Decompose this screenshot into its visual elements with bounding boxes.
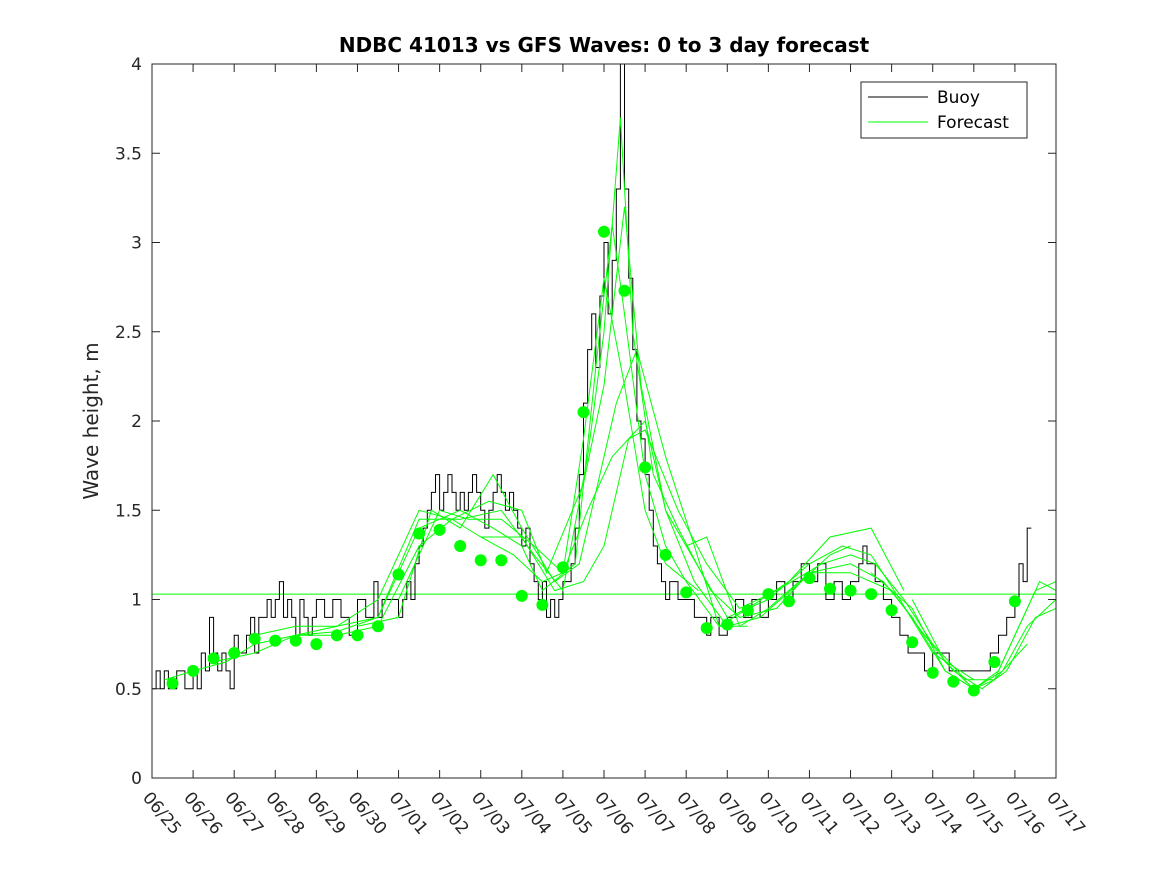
- forecast-marker-37: [906, 636, 919, 649]
- x-tick-label: 07/03: [467, 788, 514, 838]
- legend-buoy-label: Buoy: [937, 88, 980, 108]
- x-tick-label: 07/07: [631, 788, 678, 838]
- y-tick-label: 1: [131, 591, 142, 611]
- forecast-marker-34: [844, 584, 857, 597]
- x-tick-label: 07/10: [755, 788, 802, 838]
- y-tick-label: 3.5: [115, 144, 142, 164]
- x-tick-label: 07/16: [1001, 788, 1048, 838]
- x-tick-label: 06/29: [303, 788, 350, 838]
- x-tick-label: 07/12: [837, 788, 884, 838]
- forecast-marker-27: [700, 622, 713, 635]
- forecast-marker-20: [556, 561, 569, 574]
- forecast-marker-23: [618, 284, 631, 297]
- forecast-marker-9: [330, 629, 343, 642]
- forecast-series-line-9: [768, 572, 1057, 690]
- x-tick-label: 07/17: [1042, 788, 1089, 838]
- y-tick-label: 2: [131, 412, 142, 432]
- forecast-marker-12: [392, 568, 405, 581]
- forecast-marker-3: [207, 652, 220, 665]
- x-tick-label: 07/05: [549, 788, 596, 838]
- forecast-marker-21: [577, 406, 590, 419]
- forecast-marker-15: [454, 540, 467, 552]
- forecast-marker-18: [515, 589, 528, 602]
- forecast-marker-36: [885, 604, 898, 617]
- legend: Buoy Forecast: [860, 81, 1028, 139]
- x-tick-label: 07/06: [590, 788, 637, 838]
- y-tick-label: 4: [131, 55, 142, 75]
- forecast-series-line-8: [685, 536, 1057, 690]
- x-tick-label: 06/25: [138, 788, 185, 838]
- x-tick-label: 06/30: [344, 788, 391, 838]
- marker-layer: [166, 225, 1021, 697]
- y-tick-label: 0: [131, 769, 142, 789]
- forecast-marker-30: [762, 588, 775, 601]
- forecast-marker-31: [782, 595, 795, 608]
- legend-forecast-label: Forecast: [937, 113, 1009, 133]
- forecast-marker-1: [166, 677, 179, 690]
- forecast-marker-26: [680, 586, 693, 599]
- x-tick-label: 07/11: [796, 788, 843, 838]
- forecast-marker-16: [474, 554, 487, 567]
- x-tick-label: 07/04: [508, 788, 555, 838]
- forecast-marker-17: [495, 554, 508, 567]
- y-tick-label: 0.5: [115, 680, 142, 700]
- legend-box: [860, 81, 1028, 139]
- forecast-series-line-3: [254, 117, 802, 636]
- plot-area: [152, 64, 1056, 778]
- forecast-marker-10: [351, 629, 364, 642]
- x-tick-label: 07/14: [919, 788, 966, 838]
- x-tick-label: 06/27: [220, 788, 267, 838]
- forecast-marker-4: [228, 647, 241, 659]
- forecast-marker-5: [248, 632, 261, 645]
- forecast-marker-39: [947, 675, 960, 688]
- forecast-marker-32: [803, 572, 816, 585]
- forecast-marker-22: [598, 225, 610, 238]
- buoy-series-line: [152, 63, 1032, 690]
- x-tick-label: 07/09: [713, 788, 760, 838]
- forecast-marker-40: [967, 684, 980, 697]
- forecast-marker-24: [639, 461, 652, 474]
- x-tick-label: 06/26: [179, 788, 226, 838]
- forecast-marker-14: [433, 523, 446, 536]
- chart-title: NDBC 41013 vs GFS Waves: 0 to 3 day fore…: [339, 33, 870, 57]
- x-tick-label: 07/02: [426, 788, 473, 838]
- forecast-series-line-11: [911, 580, 1057, 690]
- forecast-marker-38: [926, 666, 939, 679]
- y-tick-label: 3: [131, 234, 142, 254]
- forecast-marker-42: [1008, 595, 1021, 608]
- forecast-series-line-6: [398, 419, 975, 681]
- forecast-marker-11: [372, 620, 384, 633]
- y-tick-label: 1.5: [115, 501, 142, 521]
- y-ticks: 0 0.5 1 1.5 2 2.5 3 3.5 4: [115, 55, 1056, 789]
- forecast-marker-28: [721, 618, 734, 631]
- forecast-marker-35: [865, 588, 878, 601]
- forecast-series-line-4: [295, 206, 851, 636]
- forecast-marker-29: [741, 604, 754, 617]
- forecast-marker-41: [988, 656, 1001, 668]
- forecast-series-line-7: [480, 429, 1028, 681]
- x-tick-label: 07/13: [878, 788, 925, 838]
- y-axis-label: Wave height, m: [79, 342, 103, 499]
- x-tick-label: 06/28: [261, 788, 308, 838]
- forecast-marker-8: [310, 638, 323, 651]
- x-tick-label: 07/08: [672, 788, 719, 838]
- x-tick-label: 07/15: [960, 788, 1007, 838]
- x-tick-label: 07/01: [385, 788, 432, 838]
- forecast-marker-6: [269, 634, 282, 647]
- forecast-marker-19: [536, 598, 549, 611]
- buoy-layer: [152, 63, 1032, 690]
- forecast-marker-33: [824, 582, 836, 595]
- forecast-marker-7: [289, 634, 302, 647]
- forecast-marker-2: [187, 664, 200, 677]
- y-tick-label: 2.5: [115, 323, 142, 343]
- forecast-marker-13: [413, 527, 426, 540]
- forecast-marker-25: [659, 548, 672, 561]
